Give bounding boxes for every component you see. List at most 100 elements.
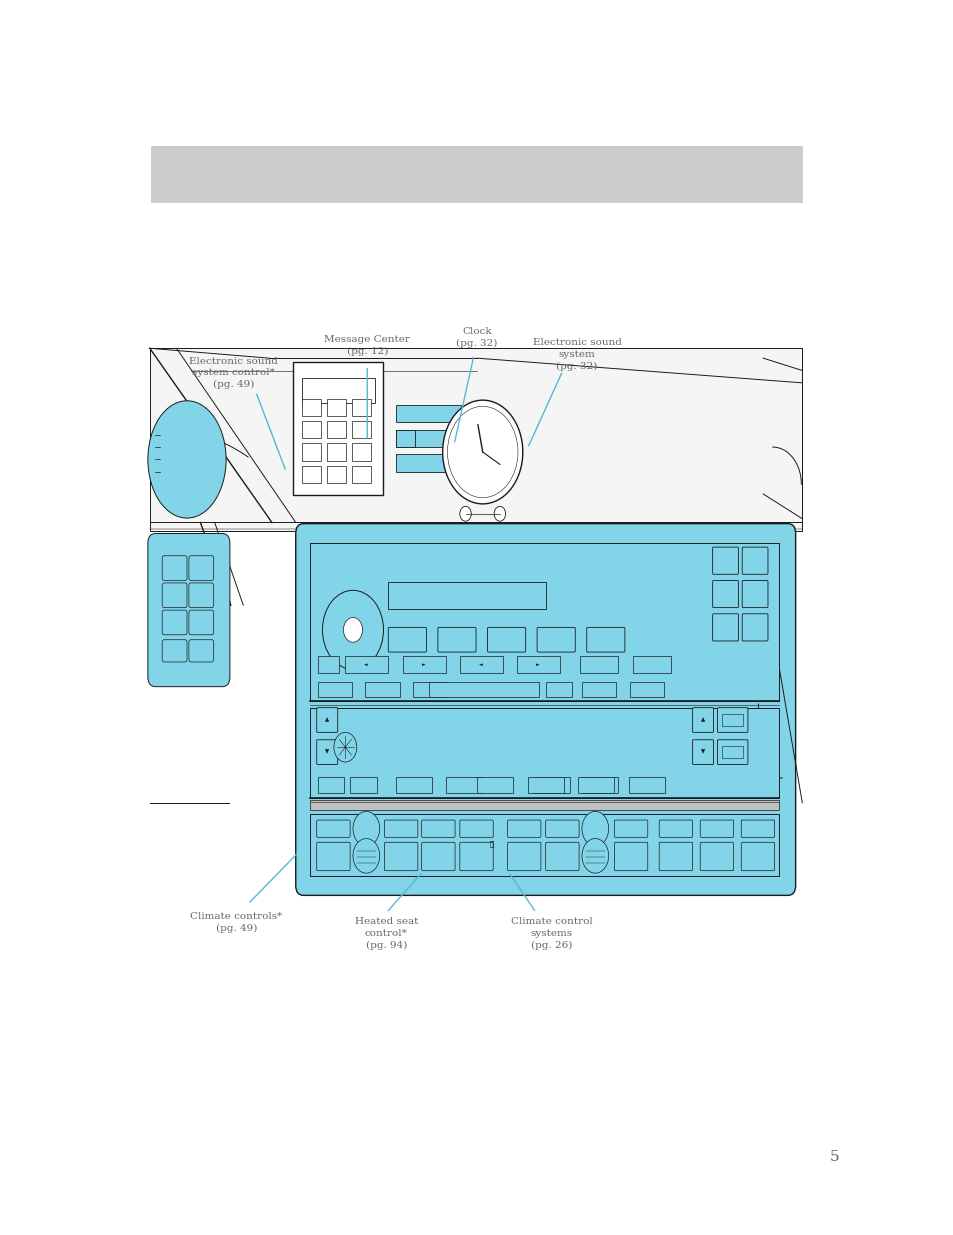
FancyBboxPatch shape	[421, 820, 455, 837]
Text: ◄: ◄	[478, 662, 482, 667]
FancyBboxPatch shape	[459, 842, 493, 871]
FancyBboxPatch shape	[395, 777, 432, 793]
FancyBboxPatch shape	[395, 430, 448, 447]
FancyBboxPatch shape	[310, 543, 779, 701]
FancyBboxPatch shape	[316, 820, 350, 837]
FancyBboxPatch shape	[717, 708, 747, 732]
FancyBboxPatch shape	[476, 777, 513, 793]
Text: ▲: ▲	[325, 718, 329, 722]
FancyBboxPatch shape	[445, 777, 481, 793]
FancyBboxPatch shape	[317, 777, 344, 793]
FancyBboxPatch shape	[421, 842, 455, 871]
FancyBboxPatch shape	[413, 682, 447, 697]
FancyBboxPatch shape	[692, 740, 713, 764]
FancyBboxPatch shape	[189, 583, 213, 608]
Circle shape	[343, 618, 362, 642]
FancyBboxPatch shape	[189, 640, 213, 662]
Circle shape	[353, 811, 379, 846]
Text: 5: 5	[829, 1150, 839, 1165]
FancyBboxPatch shape	[586, 627, 624, 652]
FancyBboxPatch shape	[579, 656, 618, 673]
FancyBboxPatch shape	[581, 682, 616, 697]
Text: Heated seat
control*
(pg. 94): Heated seat control* (pg. 94)	[355, 918, 417, 950]
Text: Climate control
systems
(pg. 26): Climate control systems (pg. 26)	[510, 918, 592, 950]
FancyBboxPatch shape	[700, 820, 733, 837]
FancyBboxPatch shape	[629, 682, 663, 697]
FancyBboxPatch shape	[517, 656, 559, 673]
FancyBboxPatch shape	[350, 777, 376, 793]
FancyBboxPatch shape	[581, 777, 618, 793]
FancyBboxPatch shape	[741, 614, 767, 641]
FancyBboxPatch shape	[741, 547, 767, 574]
FancyBboxPatch shape	[162, 640, 187, 662]
FancyBboxPatch shape	[659, 820, 692, 837]
FancyBboxPatch shape	[507, 820, 540, 837]
Text: Electronic sound
system
(pg. 32): Electronic sound system (pg. 32)	[532, 338, 621, 370]
FancyBboxPatch shape	[659, 842, 692, 871]
FancyBboxPatch shape	[384, 820, 417, 837]
FancyBboxPatch shape	[327, 443, 346, 461]
FancyBboxPatch shape	[628, 777, 664, 793]
FancyBboxPatch shape	[459, 656, 502, 673]
Circle shape	[459, 506, 471, 521]
FancyBboxPatch shape	[327, 421, 346, 438]
FancyBboxPatch shape	[740, 842, 774, 871]
FancyBboxPatch shape	[459, 820, 493, 837]
FancyBboxPatch shape	[316, 708, 337, 732]
Text: Clock
(pg. 32): Clock (pg. 32)	[456, 327, 497, 347]
Text: 🪑: 🪑	[489, 840, 493, 847]
Text: ▲: ▲	[700, 718, 704, 722]
FancyBboxPatch shape	[310, 708, 779, 798]
FancyBboxPatch shape	[162, 583, 187, 608]
FancyBboxPatch shape	[692, 708, 713, 732]
FancyBboxPatch shape	[327, 399, 346, 416]
FancyBboxPatch shape	[712, 580, 738, 608]
Circle shape	[334, 732, 356, 762]
FancyBboxPatch shape	[429, 682, 538, 697]
FancyBboxPatch shape	[527, 777, 563, 793]
FancyBboxPatch shape	[189, 610, 213, 635]
FancyBboxPatch shape	[614, 820, 647, 837]
FancyBboxPatch shape	[302, 466, 321, 483]
FancyBboxPatch shape	[302, 399, 321, 416]
FancyBboxPatch shape	[395, 405, 460, 422]
FancyBboxPatch shape	[189, 556, 213, 580]
Text: ►: ►	[421, 662, 425, 667]
FancyBboxPatch shape	[162, 610, 187, 635]
FancyBboxPatch shape	[384, 842, 417, 871]
FancyBboxPatch shape	[712, 614, 738, 641]
FancyBboxPatch shape	[700, 842, 733, 871]
Text: ▼: ▼	[700, 750, 704, 755]
FancyBboxPatch shape	[317, 656, 338, 673]
FancyBboxPatch shape	[740, 820, 774, 837]
FancyBboxPatch shape	[578, 777, 614, 793]
FancyBboxPatch shape	[302, 443, 321, 461]
FancyBboxPatch shape	[352, 466, 371, 483]
FancyBboxPatch shape	[487, 627, 525, 652]
FancyBboxPatch shape	[507, 842, 540, 871]
FancyBboxPatch shape	[310, 814, 779, 876]
FancyBboxPatch shape	[352, 399, 371, 416]
FancyBboxPatch shape	[717, 740, 747, 764]
Circle shape	[581, 839, 608, 873]
FancyBboxPatch shape	[537, 627, 575, 652]
FancyBboxPatch shape	[148, 534, 230, 687]
Ellipse shape	[148, 400, 226, 519]
FancyBboxPatch shape	[721, 746, 742, 758]
Text: ►: ►	[536, 662, 539, 667]
FancyBboxPatch shape	[295, 524, 795, 895]
FancyBboxPatch shape	[614, 842, 647, 871]
Text: ◄: ◄	[364, 662, 368, 667]
Circle shape	[494, 506, 505, 521]
Text: Message Center
(pg. 12): Message Center (pg. 12)	[324, 336, 410, 356]
FancyBboxPatch shape	[327, 466, 346, 483]
FancyBboxPatch shape	[316, 740, 337, 764]
FancyBboxPatch shape	[345, 656, 388, 673]
FancyBboxPatch shape	[721, 714, 742, 726]
Text: ▼: ▼	[325, 750, 329, 755]
FancyBboxPatch shape	[302, 378, 375, 403]
FancyBboxPatch shape	[741, 580, 767, 608]
FancyBboxPatch shape	[162, 556, 187, 580]
FancyBboxPatch shape	[402, 656, 445, 673]
Circle shape	[353, 839, 379, 873]
